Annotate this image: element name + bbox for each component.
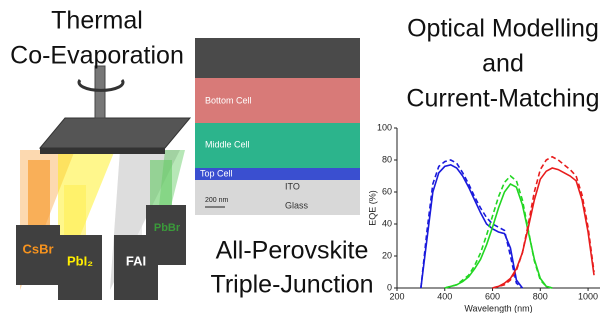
x-tick-label: 800 xyxy=(533,291,548,301)
x-tick-label: 400 xyxy=(437,291,452,301)
x-tick-label: 200 xyxy=(389,291,404,301)
x-tick-label: 600 xyxy=(485,291,500,301)
right-title: Optical Modelling xyxy=(407,15,599,43)
x-tick-label: 1000 xyxy=(578,291,598,301)
y-axis-label: EQE (%) xyxy=(367,190,377,226)
scale-bar-label: 200 nm xyxy=(205,197,229,204)
source-label: FAI xyxy=(126,253,146,268)
sem-image xyxy=(195,38,360,215)
source-label: CsBr xyxy=(22,241,53,256)
y-tick-label: 20 xyxy=(382,250,392,260)
middle-title: All-Perovskite xyxy=(216,237,369,265)
y-tick-label: 40 xyxy=(382,218,392,228)
right-title: Current-Matching xyxy=(406,85,599,113)
middle-title: Triple-Junction xyxy=(210,271,373,299)
y-tick-label: 60 xyxy=(382,186,392,196)
y-tick-label: 100 xyxy=(377,122,392,132)
left-title: Co-Evaporation xyxy=(10,42,184,70)
evaporation-illustration xyxy=(16,66,190,300)
sem-label: ITO xyxy=(285,181,300,191)
y-tick-label: 80 xyxy=(382,154,392,164)
source-label: PbI₂ xyxy=(67,253,93,268)
sem-label: Top Cell xyxy=(200,168,233,178)
graphical-abstract: Thermal Co-Evaporation CsBr PbI₂ FAI PbB… xyxy=(0,0,606,313)
sem-label: Middle Cell xyxy=(205,139,250,149)
sem-label: Bottom Cell xyxy=(205,95,252,105)
source-label: PbBr xyxy=(154,222,181,234)
sem-label: Glass xyxy=(285,200,309,210)
x-axis-label: Wavelength (nm) xyxy=(464,303,532,313)
eqe-line xyxy=(445,184,552,288)
right-title: and xyxy=(482,50,524,78)
left-title: Thermal xyxy=(51,7,143,35)
